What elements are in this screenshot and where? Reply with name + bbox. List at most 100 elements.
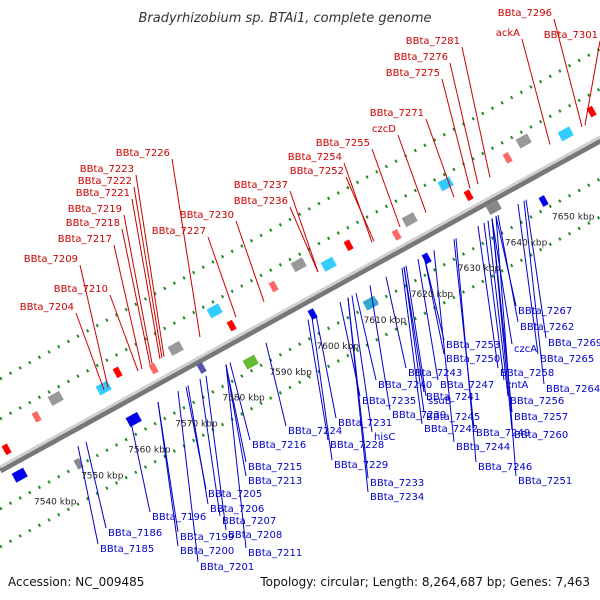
lower-gene-label[interactable]: BBta_7196 [152,512,206,523]
leader-line [477,226,499,369]
lower-gene-label[interactable]: BBta_7233 [370,478,424,489]
leader-line [345,176,375,242]
upper-gene-label[interactable]: BBta_7275 [386,68,440,79]
lower-gene-label[interactable]: BBta_7267 [518,306,572,317]
lower-gene-label[interactable]: BBta_7243 [408,368,462,379]
gene-feature [362,295,379,311]
upper-gene-label[interactable]: BBta_7276 [394,52,448,63]
upper-gene-label[interactable]: BBta_7209 [24,254,78,265]
lower-gene-label[interactable]: BBta_7186 [108,528,162,539]
upper-gene-label[interactable]: BBta_7301 [544,30,598,41]
gene-feature [485,199,502,215]
leader-line [157,402,179,547]
lower-gene-label[interactable]: BBta_7229 [334,460,388,471]
dot-track-3 [0,215,600,549]
lower-gene-label[interactable]: BBta_7257 [514,412,568,423]
tick-label: 7610 kbp [364,316,407,326]
lower-gene-label[interactable]: BBta_7215 [248,462,302,473]
upper-gene-label[interactable]: BBta_7226 [116,148,170,159]
leader-line [455,238,477,463]
upper-gene-label[interactable]: BBta_7221 [76,188,130,199]
dot-track-0 [0,47,600,381]
lower-gene-label[interactable]: BBta_7200 [180,546,234,557]
upper-gene-label[interactable]: BBta_7204 [20,302,74,313]
lower-gene-label[interactable]: BBta_7250 [446,354,500,365]
lower-gene-label[interactable]: BBta_7265 [540,354,594,365]
lower-gene-label[interactable]: BBta_7211 [248,548,302,559]
lower-gene-label[interactable]: BBta_7231 [338,418,392,429]
upper-gene-label[interactable]: BBta_7210 [54,284,108,295]
leader-line [121,228,151,365]
lower-gene-label[interactable]: BBta_7253 [446,340,500,351]
lower-gene-label[interactable]: BBta_7256 [510,396,564,407]
lower-gene-label[interactable]: BBta_7224 [288,426,342,437]
lower-gene-label[interactable]: BBta_7205 [208,489,262,500]
upper-gene-label[interactable]: BBta_7219 [68,204,122,215]
lower-gene-label[interactable]: BBta_7216 [252,440,306,451]
lower-gene-label[interactable]: BBta_7241 [426,392,480,403]
lower-gene-label[interactable]: BBta_7245 [426,412,480,423]
upper-gene-label[interactable]: BBta_7223 [80,164,134,175]
lower-gene-label[interactable]: czcA [514,344,537,355]
lower-gene-label[interactable]: BBta_7228 [330,440,384,451]
lower-gene-label[interactable]: BBta_7213 [248,476,302,487]
lower-gene-label[interactable]: BBta_7264 [546,384,600,395]
leader-line [79,264,109,388]
upper-gene-label[interactable]: BBta_7236 [234,196,288,207]
leader-line [225,364,247,549]
leader-line [517,204,539,355]
lower-gene-label[interactable]: BBta_7240 [378,380,432,391]
upper-gene-label[interactable]: BBta_7237 [234,180,288,191]
gene-feature [73,457,84,470]
upper-gene-label[interactable]: BBta_7230 [180,210,234,221]
lower-gene-label[interactable]: BBta_7208 [228,530,282,541]
lower-gene-label[interactable]: zntA [506,380,529,391]
upper-gene-label[interactable]: BBta_7218 [66,218,120,229]
leader-line [423,255,445,355]
leader-line [584,40,600,126]
leader-line [77,445,99,545]
leader-line [289,190,319,273]
lower-gene-label[interactable]: BBta_7234 [370,492,424,503]
lower-gene-label[interactable]: BBta_7247 [440,380,494,391]
upper-gene-label[interactable]: BBta_7254 [288,152,342,163]
leader-line [523,200,545,385]
leader-line [289,206,319,273]
lower-gene-label[interactable]: BBta_7242 [424,424,478,435]
lower-gene-label[interactable]: BBta_7251 [518,476,572,487]
gene-feature [307,308,318,320]
upper-gene-label[interactable]: BBta_7222 [78,176,132,187]
gene-feature [290,257,307,273]
lower-gene-label[interactable]: BBta_7185 [100,544,154,555]
upper-gene-label[interactable]: BBta_7255 [316,138,370,149]
lower-gene-label[interactable]: BBta_7199 [180,532,234,543]
topology-text: Topology: circular; Length: 8,264,687 bp… [259,575,590,589]
lower-gene-label[interactable]: BBta_7206 [210,504,264,515]
lower-gene-label[interactable]: BBta_7235 [362,396,416,407]
upper-gene-label[interactable]: BBta_7281 [406,36,460,47]
lower-gene-label[interactable]: BBta_7260 [514,430,568,441]
gene-feature [226,319,237,332]
upper-gene-label[interactable]: BBta_7271 [370,108,424,119]
upper-gene-label[interactable]: ackA [496,28,520,39]
lower-gene-label[interactable]: BBta_7201 [200,562,254,573]
lower-gene-label[interactable]: BBta_7239 [392,410,446,421]
lower-gene-label[interactable]: BBta_7244 [456,442,510,453]
upper-gene-label[interactable]: czcD [372,124,396,135]
lower-gene-label[interactable]: BBta_7249 [476,428,530,439]
lower-gene-label[interactable]: BBta_7269 [548,338,600,349]
upper-gene-label[interactable]: BBta_7217 [58,234,112,245]
lower-gene-label[interactable]: hisC [374,432,395,443]
upper-gene-label[interactable]: BBta_7252 [290,166,344,177]
lower-gene-label[interactable]: BBta_7246 [478,462,532,473]
lower-gene-label[interactable]: BBta_7207 [222,516,276,527]
upper-gene-label[interactable]: BBta_7227 [152,226,206,237]
leader-line [177,391,199,563]
lower-gene-label[interactable]: ssuB [428,396,452,407]
leader-line [371,148,401,228]
upper-gene-label[interactable]: BBta_7296 [498,8,552,19]
gene-feature [401,212,418,228]
lower-gene-label[interactable]: BBta_7258 [500,368,554,379]
gene-features [1,105,597,483]
lower-gene-label[interactable]: BBta_7262 [520,322,574,333]
